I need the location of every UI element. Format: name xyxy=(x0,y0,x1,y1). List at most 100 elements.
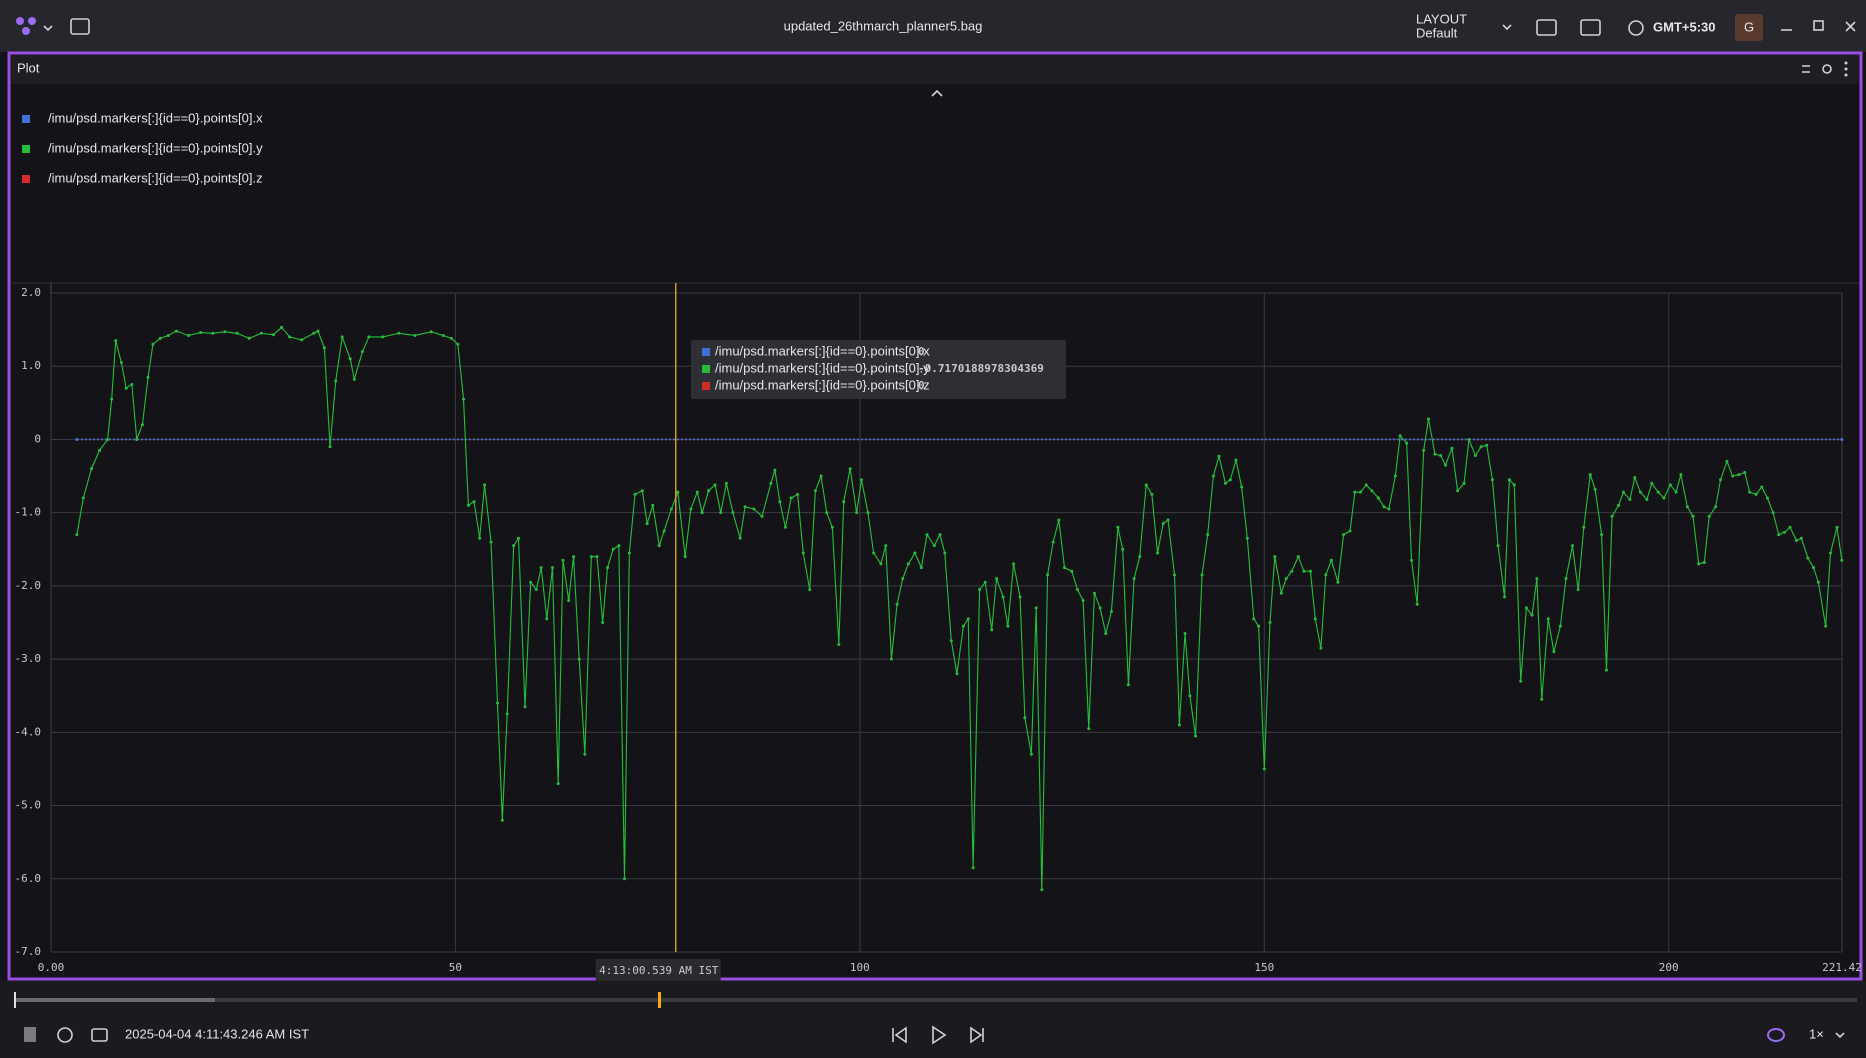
layout-name[interactable]: Default xyxy=(1416,25,1458,40)
data-point xyxy=(334,379,338,383)
data-point xyxy=(1319,646,1323,650)
data-point xyxy=(1731,474,1735,478)
maximize[interactable] xyxy=(1813,20,1824,31)
playback-speed[interactable]: 1× xyxy=(1809,1026,1824,1041)
data-point xyxy=(110,397,114,401)
data-point xyxy=(913,551,917,555)
panel-split[interactable] xyxy=(1802,65,1810,73)
timezone-icon[interactable] xyxy=(1628,20,1644,36)
data-point xyxy=(1576,588,1580,592)
data-point xyxy=(1006,624,1010,628)
data-point xyxy=(328,445,332,449)
avatar-box[interactable] xyxy=(1735,14,1763,41)
data-point xyxy=(1697,562,1701,566)
data-point xyxy=(223,330,227,334)
data-point xyxy=(130,383,134,387)
playback-bar xyxy=(0,981,1866,1058)
loop-toggle[interactable] xyxy=(91,1028,108,1042)
data-point xyxy=(1496,544,1500,548)
data-point xyxy=(75,533,79,537)
data-point xyxy=(441,333,445,337)
data-point xyxy=(1200,573,1204,577)
y-tick-label: -1.0 xyxy=(15,506,42,519)
data-point xyxy=(1433,452,1437,456)
data-point xyxy=(1211,474,1215,478)
data-point xyxy=(1799,536,1803,540)
info-button[interactable] xyxy=(57,1027,73,1043)
repeat-toggle[interactable] xyxy=(1767,1028,1786,1042)
data-point xyxy=(1679,473,1683,477)
data-point xyxy=(381,335,385,339)
data-point xyxy=(1223,481,1227,485)
data-point xyxy=(657,544,661,548)
data-point xyxy=(925,533,929,537)
data-point xyxy=(1324,573,1328,577)
legend-collapse[interactable] xyxy=(931,89,943,97)
data-point xyxy=(752,507,756,511)
data-point xyxy=(1462,481,1466,485)
tooltip-box xyxy=(691,340,1066,399)
data-point xyxy=(1234,458,1238,462)
data-point xyxy=(1835,525,1839,529)
tooltip-series-name: /imu/psd.markers[:]{id==0}.points[0].y xyxy=(715,360,930,375)
data-point xyxy=(713,483,717,487)
data-point xyxy=(938,533,942,537)
data-point xyxy=(1782,530,1786,534)
data-point xyxy=(1228,478,1232,482)
data-point xyxy=(1290,569,1294,573)
data-point xyxy=(622,877,626,881)
data-point xyxy=(166,333,170,337)
data-point xyxy=(539,566,543,570)
panel-settings[interactable] xyxy=(1822,64,1832,74)
scrubber-start xyxy=(14,992,16,1008)
scrubber-track[interactable] xyxy=(15,998,1857,1002)
data-point xyxy=(1173,573,1177,577)
data-point xyxy=(397,331,401,335)
legend-swatch xyxy=(22,115,30,123)
data-point xyxy=(495,701,499,705)
data-point xyxy=(645,522,649,526)
panel-header xyxy=(11,55,1859,84)
add-panel-button[interactable] xyxy=(70,18,90,35)
data-point xyxy=(529,580,533,584)
seek-forward[interactable] xyxy=(970,1026,984,1044)
data-point xyxy=(567,599,571,603)
data-point xyxy=(1156,551,1160,555)
data-point xyxy=(971,866,975,870)
timezone[interactable]: GMT+5:30 xyxy=(1653,19,1716,34)
data-point xyxy=(1040,888,1044,892)
x-tick-label: 50 xyxy=(449,961,462,974)
data-point xyxy=(801,551,805,555)
data-point xyxy=(1490,478,1494,482)
data-point xyxy=(1519,679,1523,683)
data-point xyxy=(151,342,155,346)
close[interactable] xyxy=(1845,21,1856,32)
scrubber-playhead[interactable] xyxy=(658,992,661,1008)
panel-menu[interactable] xyxy=(1844,61,1848,77)
data-point xyxy=(1262,767,1266,771)
app-menu[interactable] xyxy=(16,17,53,35)
hover-time: 4:13:00.539 AM IST xyxy=(599,964,719,977)
play-button[interactable] xyxy=(932,1025,947,1045)
data-point xyxy=(949,639,953,643)
record-button[interactable] xyxy=(24,1027,36,1042)
data-point xyxy=(1829,551,1833,555)
data-point xyxy=(1617,503,1621,507)
data-point xyxy=(1702,560,1706,564)
data-point xyxy=(1329,558,1333,562)
layout-dropdown[interactable] xyxy=(1502,24,1512,31)
y-tick-label: 1.0 xyxy=(21,359,41,372)
data-point xyxy=(505,712,509,716)
data-point xyxy=(75,437,79,441)
data-point xyxy=(1714,505,1718,509)
data-point xyxy=(235,331,239,335)
seek-back[interactable] xyxy=(892,1026,907,1044)
speed-dropdown[interactable] xyxy=(1835,1032,1845,1039)
left-sidebar-toggle[interactable] xyxy=(1536,19,1557,36)
data-point xyxy=(1364,483,1368,487)
right-sidebar-toggle[interactable] xyxy=(1580,19,1601,36)
data-point xyxy=(1245,536,1249,540)
data-point xyxy=(825,511,829,515)
data-point xyxy=(919,566,923,570)
avatar[interactable]: G xyxy=(1744,19,1754,34)
